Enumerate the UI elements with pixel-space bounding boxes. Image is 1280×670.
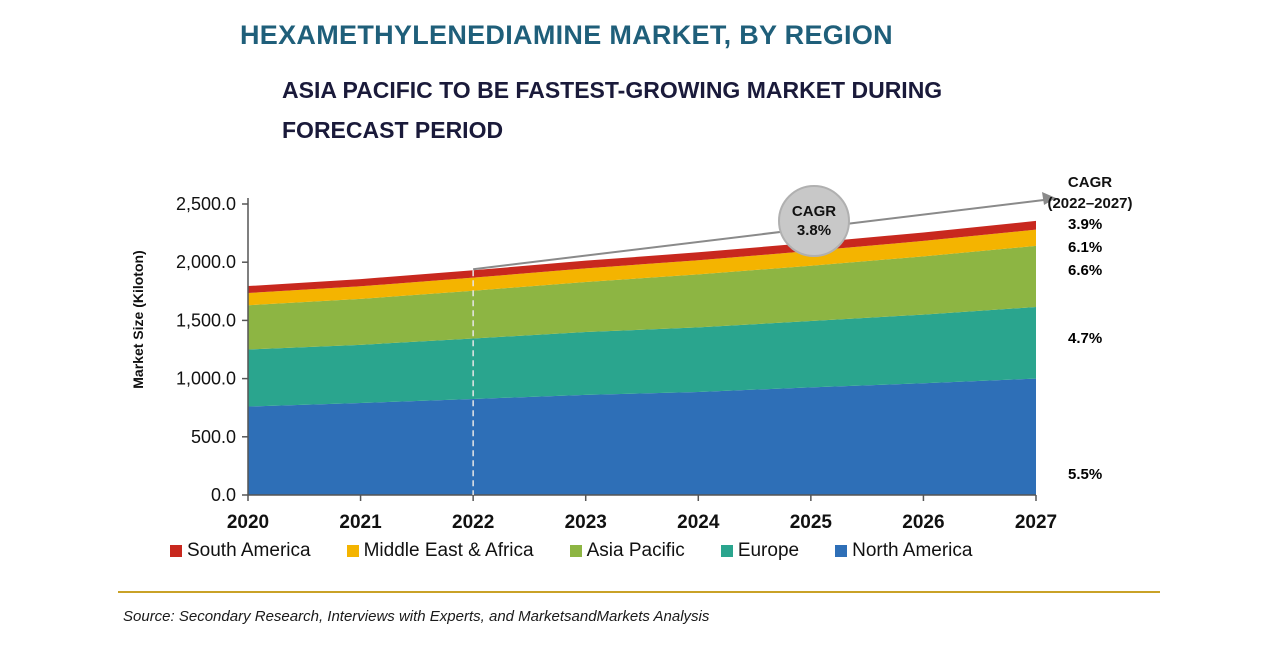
y-tick-label: 2,500.0: [176, 194, 236, 214]
legend-label: Middle East & Africa: [363, 540, 534, 561]
cagr-value-south-america: 3.9%: [1068, 216, 1103, 233]
cagr-value-europe: 4.7%: [1068, 330, 1103, 347]
x-tick-label: 2023: [565, 512, 607, 533]
cagr-value-asia-pacific: 6.6%: [1068, 262, 1103, 279]
cagr-value-north-america: 5.5%: [1068, 466, 1103, 483]
legend-item-europe: Europe: [720, 540, 800, 562]
legend-item-north-america: North America: [835, 540, 972, 562]
y-tick-label: 1,500.0: [176, 310, 236, 330]
legend-item-asia-pacific: Asia Pacific: [569, 540, 685, 562]
y-axis-title: Market Size (Kiloton): [130, 250, 146, 388]
cagr-header: CAGR (2022–2027): [1040, 172, 1140, 214]
cagr-header-label: CAGR: [1067, 174, 1113, 191]
x-tick-label: 2020: [227, 512, 269, 533]
area-europe: [248, 307, 1036, 407]
legend-swatch: [170, 545, 182, 557]
legend-item-south-america: South America: [170, 540, 311, 562]
source-note: Source: Secondary Research, Interviews w…: [123, 608, 710, 625]
area-south-america: [248, 220, 1036, 294]
footer-divider: [118, 591, 1160, 593]
y-tick-label: 500.0: [191, 427, 236, 447]
legend-label: Asia Pacific: [586, 540, 685, 561]
legend-swatch: [569, 545, 582, 557]
legend-item-middle-east-africa: Middle East & Africa: [346, 540, 534, 562]
legend-label: Europe: [737, 540, 800, 561]
legend-label: South America: [187, 540, 311, 561]
cagr-arrow-line: [473, 198, 1049, 271]
x-tick-label: 2027: [1015, 512, 1057, 533]
overall-cagr-bubble: CAGR 3.8%: [778, 185, 850, 257]
area-middle-east-africa: [248, 229, 1036, 306]
cagr-value-middle-east-africa: 6.1%: [1068, 239, 1103, 256]
legend-swatch: [835, 545, 848, 557]
legend-label: North America: [852, 540, 973, 561]
overall-cagr-value: 3.8%: [796, 222, 832, 239]
x-tick-label: 2022: [452, 512, 494, 533]
x-tick-label: 2021: [339, 512, 382, 533]
x-tick-label: 2024: [677, 512, 720, 533]
legend-swatch: [720, 545, 733, 557]
x-tick-label: 2025: [790, 512, 833, 533]
y-tick-label: 1,000.0: [176, 369, 236, 389]
chart-title: HEXAMETHYLENEDIAMINE MARKET, BY REGION: [240, 20, 893, 50]
chart-subtitle: ASIA PACIFIC TO BE FASTEST-GROWING MARKE…: [282, 77, 943, 143]
cagr-arrow-head: [1042, 192, 1056, 205]
cagr-header-period: (2022–2027): [1047, 195, 1133, 212]
x-tick-label: 2026: [902, 512, 944, 533]
chart-legend: South America Middle East & Africa Asia …: [170, 540, 1008, 562]
y-tick-label: 0.0: [211, 485, 236, 505]
area-asia-pacific: [248, 245, 1036, 350]
area-north-america: [248, 378, 1036, 495]
overall-cagr-label: CAGR: [791, 203, 837, 220]
legend-swatch: [346, 545, 359, 557]
y-tick-label: 2,000.0: [176, 252, 236, 272]
